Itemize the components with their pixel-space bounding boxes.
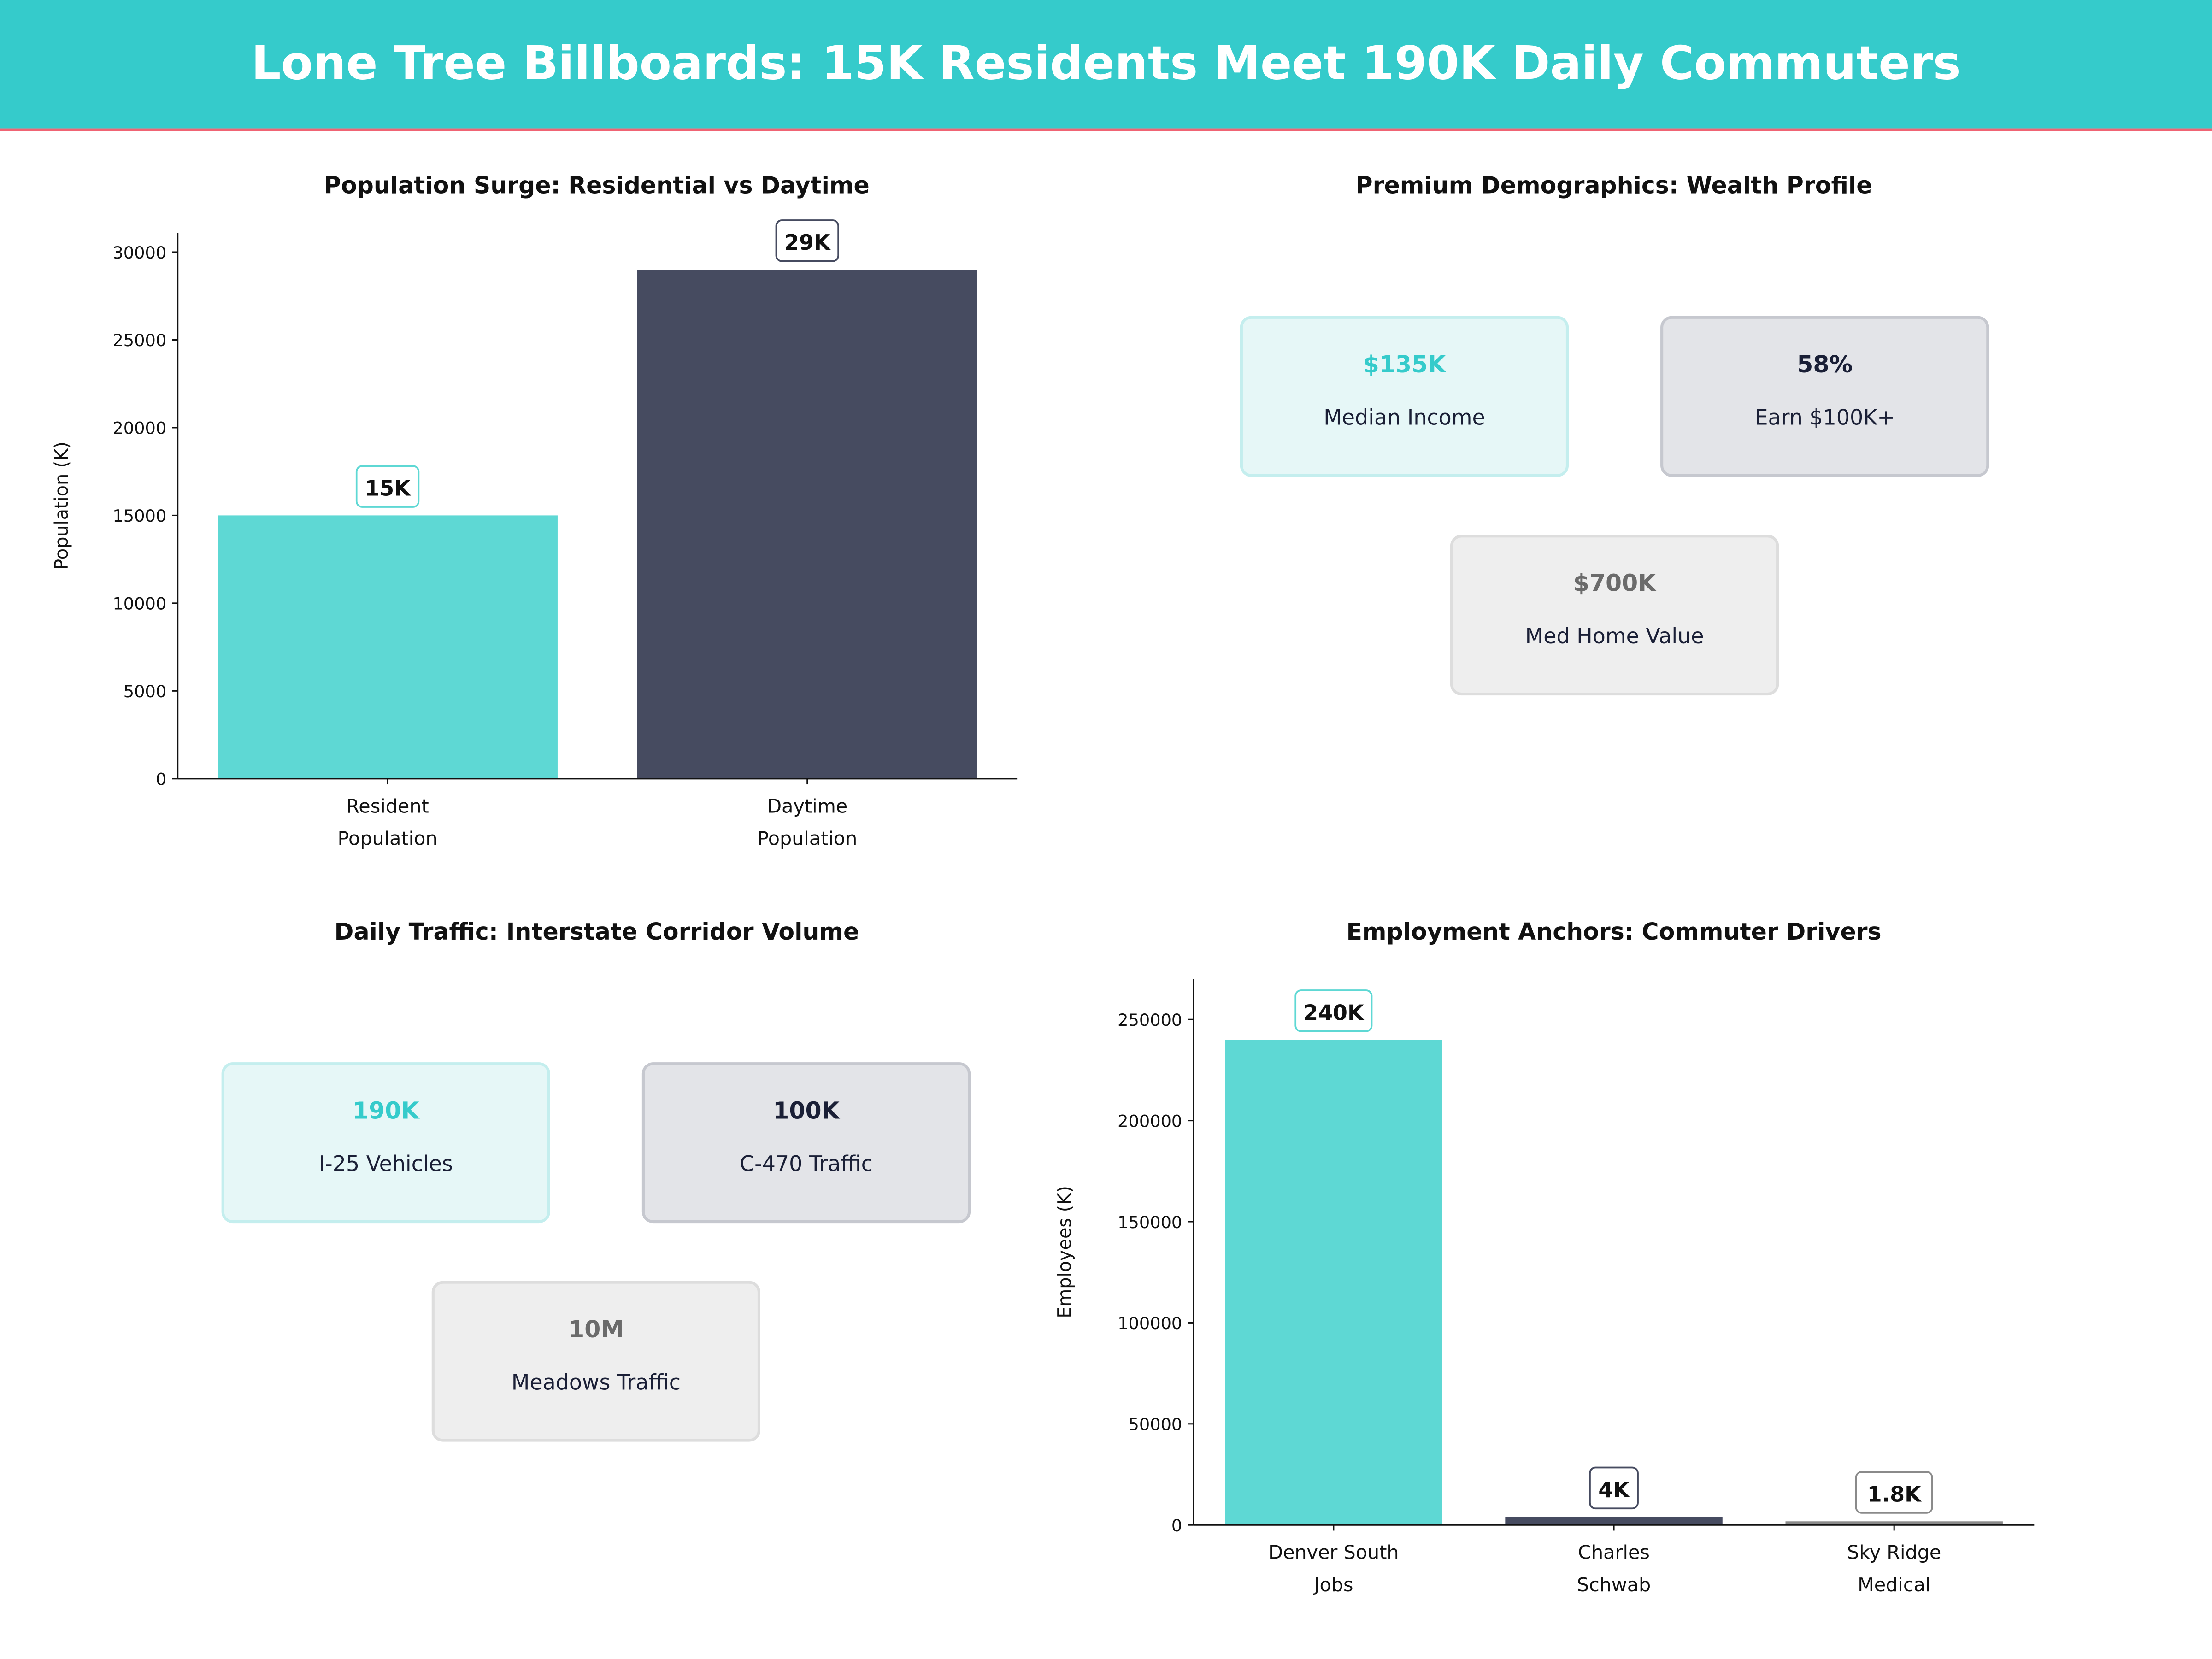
chart-title-demographics: Premium Demographics: Wealth Profile — [1356, 171, 1872, 199]
data-label: 1.8K — [1867, 1482, 1922, 1506]
traffic-cards: 190K I-25 Vehicles 100K C-470 Traffic 10M Mea… — [221, 1062, 971, 1442]
header-banner — [0, 0, 2212, 129]
data-label-box — [355, 465, 420, 508]
card-value: $700K — [1573, 570, 1657, 597]
metric-card: 190K I-25 Vehicles — [221, 1062, 550, 1224]
x-tick-label: Population — [338, 828, 438, 850]
y-tick-label: 20000 — [112, 418, 166, 438]
data-label-box — [775, 219, 839, 262]
y-tick-label: 30000 — [112, 243, 166, 263]
population-chart: Resident Population 15K Daytime Population 29… — [51, 219, 1018, 850]
bar — [637, 270, 977, 779]
x-tick-label: Resident — [346, 795, 429, 817]
y-tick-label: 5000 — [124, 682, 166, 701]
card-label: Earn $100K+ — [1755, 405, 1895, 429]
card-background — [431, 1281, 760, 1442]
y-tick-label: 150000 — [1118, 1212, 1182, 1232]
x-tick-label: Schwab — [1577, 1574, 1651, 1596]
chart-title-traffic: Daily Traffic: Interstate Corridor Volum… — [335, 918, 859, 945]
data-label: 29K — [784, 230, 831, 255]
chart-title-population: Population Surge: Residential vs Daytime — [324, 171, 870, 199]
x-tick-label: Medical — [1858, 1574, 1930, 1596]
card-label: I-25 Vehicles — [319, 1151, 453, 1176]
header-accent-line — [0, 128, 2212, 131]
card-background — [1450, 535, 1779, 696]
card-value: 100K — [773, 1097, 840, 1124]
card-value: 58% — [1797, 351, 1853, 378]
chart-title-employment: Employment Anchors: Commuter Drivers — [1346, 918, 1881, 945]
bar — [1785, 1521, 2003, 1525]
card-label: Median Income — [1324, 405, 1485, 429]
employment-chart: Denver South Jobs 240K Charles Schwab 4K Sky R… — [1054, 979, 2035, 1596]
y-tick-label: 0 — [1171, 1516, 1182, 1535]
y-tick-label: 50000 — [1128, 1415, 1182, 1435]
demographics-cards: $135K Median Income 58% Earn $100K+ $700K Med… — [1240, 316, 1989, 696]
data-label-box — [1589, 1466, 1639, 1510]
card-value: 10M — [568, 1316, 624, 1343]
card-background — [1240, 316, 1569, 477]
y-tick-label: 250000 — [1118, 1010, 1182, 1030]
y-tick-label: 10000 — [112, 594, 166, 614]
y-tick-label: 0 — [156, 770, 166, 789]
y-axis-label: Employees (K) — [1054, 1186, 1075, 1318]
bar — [1225, 1040, 1442, 1525]
data-label: 4K — [1598, 1477, 1630, 1502]
x-tick-label: Denver South — [1268, 1541, 1399, 1564]
y-tick-label: 200000 — [1118, 1111, 1182, 1131]
card-label: C-470 Traffic — [740, 1151, 873, 1176]
card-background — [641, 1062, 971, 1224]
data-label: 15K — [365, 476, 411, 501]
y-tick-label: 25000 — [112, 330, 166, 350]
x-tick-label: Population — [757, 828, 857, 850]
x-tick-label: Charles — [1578, 1541, 1650, 1564]
x-tick-label: Sky Ridge — [1847, 1541, 1941, 1564]
x-tick-label: Daytime — [767, 795, 847, 817]
card-background — [221, 1062, 550, 1224]
data-label-box — [1294, 989, 1373, 1032]
card-value: $135K — [1363, 351, 1447, 378]
bar — [218, 515, 558, 779]
card-label: Meadows Traffic — [512, 1370, 681, 1394]
x-tick-label: Jobs — [1312, 1574, 1353, 1596]
page-title: Lone Tree Billboards: 15K Residents Meet… — [251, 35, 1960, 90]
y-tick-label: 100000 — [1118, 1313, 1182, 1333]
bar — [1505, 1517, 1723, 1525]
data-label: 240K — [1303, 1000, 1365, 1025]
metric-card: 100K C-470 Traffic — [641, 1062, 971, 1224]
card-value: 190K — [353, 1097, 420, 1124]
metric-card: 58% Earn $100K+ — [1660, 316, 1989, 477]
metric-card: 10M Meadows Traffic — [431, 1281, 760, 1442]
card-background — [1660, 316, 1989, 477]
y-tick-label: 15000 — [112, 506, 166, 526]
card-label: Med Home Value — [1525, 624, 1704, 648]
metric-card: $135K Median Income — [1240, 316, 1569, 477]
y-axis-label: Population (K) — [51, 441, 72, 570]
metric-card: $700K Med Home Value — [1450, 535, 1779, 696]
data-label-box — [1855, 1471, 1933, 1514]
